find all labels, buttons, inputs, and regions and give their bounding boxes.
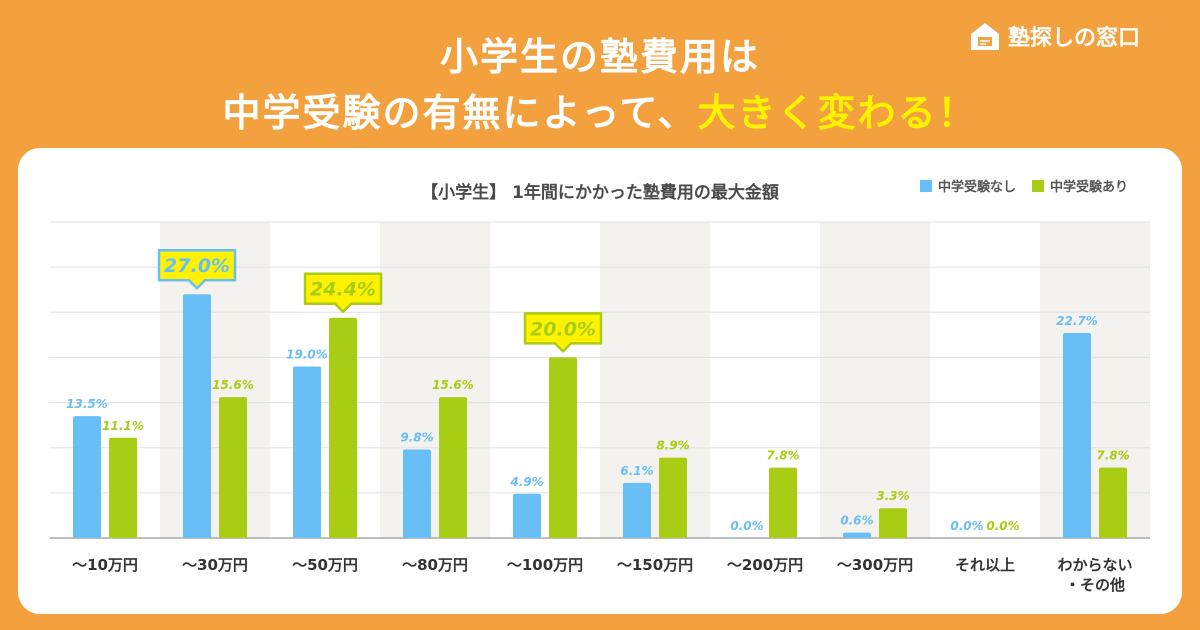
value-label: 0.0% [950,519,983,533]
value-label: 0.0% [986,519,1019,533]
headline-line-1: 小学生の塾費用は [439,35,760,79]
bar-with-exam [329,317,357,538]
bar-no-exam [73,416,101,538]
x-tick-label: 〜30万円 [182,556,248,574]
value-label: 15.6% [212,378,254,392]
value-label: 22.7% [1056,314,1098,328]
chart-legend: 中学受験なし 中学受験あり [920,176,1128,195]
bar-no-exam [623,482,651,538]
value-callout [303,272,383,313]
bar-with-exam [879,508,907,538]
x-tick-label: 〜50万円 [292,556,358,574]
legend-swatch-no-exam [920,179,932,192]
value-label: 11.1% [102,419,144,433]
value-label: 7.8% [1096,449,1129,463]
value-label: 3.3% [876,489,909,503]
bar-with-exam [219,397,247,538]
headline-line-2: 中学受験の有無によって、大きく変わる！ [0,82,1200,137]
legend-label-with-exam: 中学受験あり [1050,180,1129,195]
x-tick-label: 〜100万円 [507,556,583,574]
bar-with-exam [439,397,467,538]
category-band [600,222,710,538]
value-callout-label: 24.4% [310,279,376,301]
category-band [380,222,490,538]
legend-item-no-exam: 中学受験なし [920,176,1016,195]
headline-line-2-text: 中学受験の有無によって、 [222,91,698,135]
bar-no-exam [513,493,541,538]
house-icon [971,23,999,50]
value-callout-label: 20.0% [530,318,596,340]
bar-no-exam [1063,333,1091,538]
headline-accent: 大きく変わる！ [697,91,978,135]
value-label: 7.8% [766,449,799,463]
headline: 小学生の塾費用は 中学受験の有無によって、大きく変わる！ [0,0,1200,140]
logo-text: 塾探しの窓口 [1008,26,1141,51]
x-tick-label: それ以上 [955,556,1015,574]
category-band [1040,222,1150,538]
value-label: 0.6% [840,514,873,528]
chart-title: 【小学生】 1年間にかかった塾費用の最大金額 [421,183,779,203]
value-callout [523,312,603,353]
legend-item-with-exam: 中学受験あり [1032,176,1128,195]
value-label: 13.5% [66,397,108,411]
bar-no-exam [183,294,211,538]
bar-no-exam [293,366,321,538]
x-tick-label: わからない・その他 [1057,556,1132,594]
value-label: 6.1% [620,464,653,478]
x-tick-label: 〜10万円 [72,556,138,574]
value-callout [157,248,237,290]
bar-with-exam [659,457,687,538]
bar-no-exam [403,449,431,538]
value-label: 15.6% [432,378,474,392]
bar-with-exam [769,467,797,538]
x-tick-label: 〜80万円 [402,556,468,574]
bar-with-exam [549,357,577,538]
bar-with-exam [1099,467,1127,538]
value-callout-label: 27.0% [164,255,230,277]
legend-swatch-with-exam [1032,179,1045,192]
x-tick-label: 〜300万円 [837,556,913,574]
x-tick-label: 〜200万円 [727,556,803,574]
value-label: 4.9% [509,475,543,489]
value-label: 9.8% [400,431,433,445]
value-label: 0.0% [730,519,763,533]
bar-with-exam [109,437,137,538]
category-band [820,222,930,538]
bar-no-exam [843,532,871,538]
brand-logo: 塾探しの窓口 [968,18,1140,54]
legend-label-no-exam: 中学受験なし [938,180,1017,195]
value-label: 19.0% [286,347,328,361]
x-tick-label: 〜150万円 [617,556,693,574]
value-label: 8.9% [656,439,689,453]
